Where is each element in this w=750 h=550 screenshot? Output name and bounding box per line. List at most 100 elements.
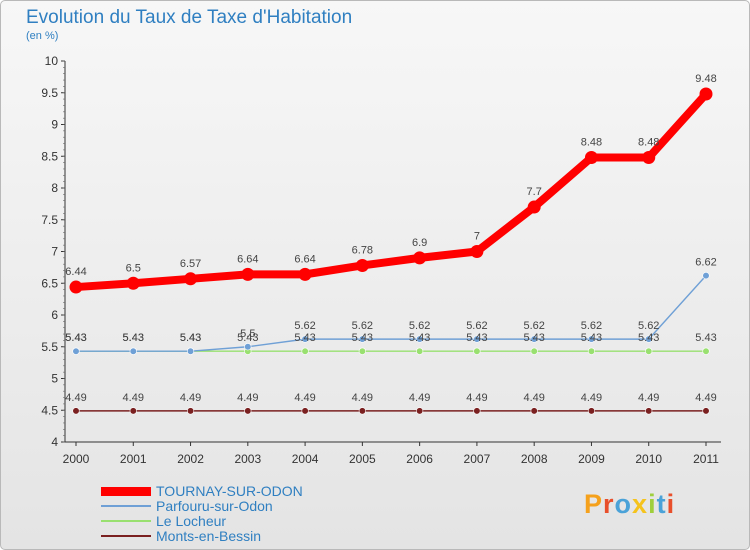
data-label-parfouru-sur-odon: 5.62 (523, 320, 544, 332)
legend-swatch-le-locheur (101, 520, 151, 522)
x-tick-label: 2004 (292, 452, 319, 466)
legend-swatch-tournay (101, 487, 151, 496)
data-point-tournay-sur-odon (126, 276, 140, 290)
data-point-monts-en-bessin (645, 407, 653, 415)
data-point-parfouru-sur-odon (645, 335, 653, 343)
data-point-parfouru-sur-odon (416, 335, 424, 343)
series-line-tournay-sur-odon (72, 90, 710, 292)
data-label-parfouru-sur-odon: 6.62 (695, 257, 716, 269)
data-label-tournay-sur-odon: 7 (474, 231, 480, 243)
y-tick-label: 7.5 (41, 213, 58, 227)
data-point-tournay-sur-odon (527, 200, 541, 214)
data-label-tournay-sur-odon: 6.64 (237, 253, 258, 265)
logo-letter: t (656, 489, 667, 519)
logo-letter: i (648, 489, 657, 519)
data-label-monts-en-bessin: 4.49 (352, 392, 373, 404)
data-label-monts-en-bessin: 4.49 (409, 392, 430, 404)
data-label-monts-en-bessin: 4.49 (695, 392, 716, 404)
data-point-monts-en-bessin (702, 407, 710, 415)
y-tick-label: 4.5 (41, 403, 58, 417)
data-label-monts-en-bessin: 4.49 (123, 392, 144, 404)
data-point-tournay-sur-odon (298, 267, 312, 281)
chart-subtitle: (en %) (26, 30, 59, 42)
data-label-le-locheur: 5.43 (581, 332, 602, 344)
legend-label-le-locheur: Le Locheur (156, 513, 227, 529)
data-label-tournay-sur-odon: 7.7 (527, 186, 542, 198)
data-point-parfouru-sur-odon (358, 335, 366, 343)
logo-letter: o (614, 489, 633, 519)
data-point-tournay-sur-odon (699, 87, 713, 101)
y-tick-label: 6.5 (41, 276, 58, 290)
legend-swatch-parfouru (101, 505, 151, 507)
data-label-monts-en-bessin: 4.49 (65, 392, 86, 404)
data-label-parfouru-sur-odon: 5.62 (466, 320, 487, 332)
x-tick-label: 2008 (521, 452, 548, 466)
data-label-tournay-sur-odon: 8.48 (581, 137, 602, 149)
y-tick-label: 6 (51, 308, 58, 322)
data-label-tournay-sur-odon: 9.48 (695, 73, 716, 85)
y-tick-label: 10 (45, 54, 59, 68)
y-tick-label: 9.5 (41, 86, 58, 100)
data-point-parfouru-sur-odon (301, 335, 309, 343)
y-tick-label: 8.5 (41, 149, 58, 163)
data-point-tournay-sur-odon (584, 151, 598, 165)
x-tick-label: 2001 (120, 452, 147, 466)
data-label-le-locheur: 5.43 (294, 332, 315, 344)
data-label-le-locheur: 5.43 (65, 332, 86, 344)
data-point-parfouru-sur-odon (244, 343, 252, 351)
chart-title: Evolution du Taux de Taxe d'Habitation (26, 7, 353, 28)
data-label-le-locheur: 5.43 (466, 332, 487, 344)
data-label-monts-en-bessin: 4.49 (638, 392, 659, 404)
y-tick-label: 8 (51, 181, 58, 195)
data-point-parfouru-sur-odon (530, 335, 538, 343)
data-point-le-locheur (416, 347, 424, 355)
y-tick-label: 4 (51, 435, 58, 449)
series-line-parfouru-sur-odon (75, 274, 707, 352)
x-tick-label: 2011 (693, 452, 719, 466)
x-tick-label: 2010 (635, 452, 662, 466)
data-point-monts-en-bessin (416, 407, 424, 415)
x-tick-label: 2003 (234, 452, 261, 466)
logo-letter: r (603, 489, 615, 519)
data-label-le-locheur: 5.43 (237, 332, 258, 344)
y-tick-label: 5 (51, 372, 58, 386)
data-point-parfouru-sur-odon (587, 335, 596, 343)
data-point-le-locheur (702, 347, 710, 355)
data-label-tournay-sur-odon: 6.57 (180, 258, 201, 270)
data-label-tournay-sur-odon: 6.64 (294, 253, 315, 265)
x-tick-label: 2009 (578, 452, 605, 466)
data-point-le-locheur (530, 347, 538, 355)
data-label-le-locheur: 5.43 (638, 332, 659, 344)
data-point-monts-en-bessin (301, 407, 309, 415)
data-point-le-locheur (473, 347, 481, 355)
data-point-parfouru-sur-odon (72, 347, 80, 355)
logo-letter: P (584, 489, 604, 519)
data-point-monts-en-bessin (244, 407, 252, 415)
data-point-tournay-sur-odon (241, 267, 255, 281)
x-tick-label: 2005 (349, 452, 376, 466)
data-label-parfouru-sur-odon: 5.43 (65, 332, 86, 344)
data-label-parfouru-sur-odon: 5.62 (581, 320, 602, 332)
legend-label-parfouru: Parfouru-sur-Odon (156, 498, 273, 514)
data-point-monts-en-bessin (473, 407, 481, 415)
data-label-parfouru-sur-odon: 5.62 (409, 320, 430, 332)
data-label-parfouru-sur-odon: 5.43 (123, 332, 144, 344)
data-label-tournay-sur-odon: 6.78 (352, 244, 373, 256)
data-point-parfouru-sur-odon (702, 272, 710, 280)
data-label-tournay-sur-odon: 6.5 (126, 262, 141, 274)
data-point-le-locheur (301, 347, 309, 355)
data-label-le-locheur: 5.43 (409, 332, 430, 344)
data-point-tournay-sur-odon (69, 280, 83, 294)
data-label-monts-en-bessin: 4.49 (581, 392, 602, 404)
data-point-monts-en-bessin (72, 407, 80, 415)
data-label-le-locheur: 5.43 (695, 332, 716, 344)
data-point-tournay-sur-odon (642, 151, 656, 165)
logo-letter: i (666, 489, 676, 519)
y-tick-label: 5.5 (41, 340, 58, 354)
data-point-tournay-sur-odon (413, 251, 427, 265)
x-tick-label: 2000 (63, 452, 90, 466)
logo-letter: x (632, 489, 649, 519)
data-label-monts-en-bessin: 4.49 (180, 392, 201, 404)
data-point-le-locheur (358, 347, 366, 355)
